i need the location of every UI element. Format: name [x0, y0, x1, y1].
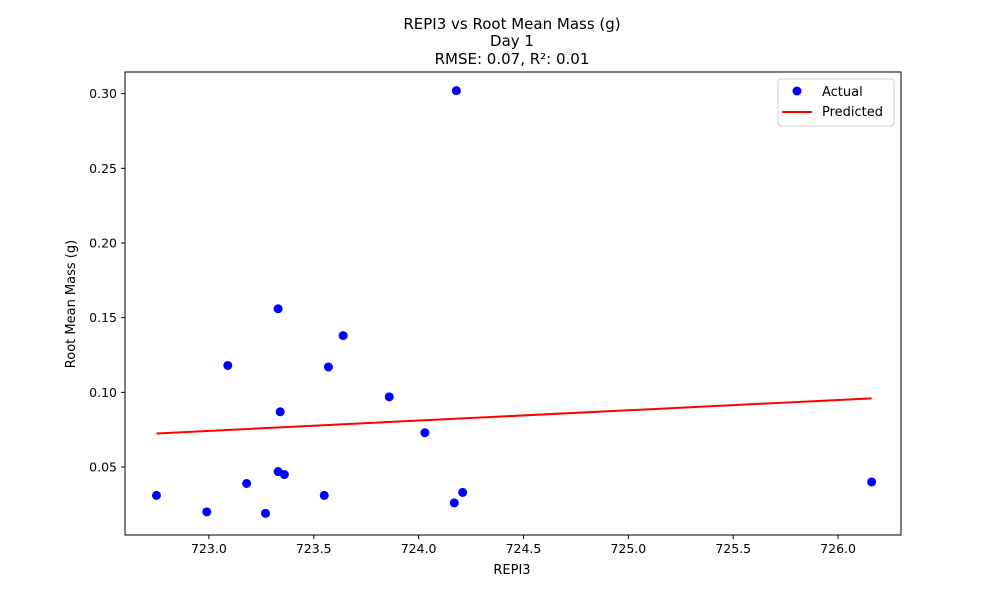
- actual-point: [275, 407, 285, 417]
- x-axis-ticks: 723.0 723.5 724.0 724.5 725.0 725.5 726.0: [191, 535, 856, 556]
- x-tick-label: 724.0: [401, 541, 437, 556]
- chart-title-line-3: RMSE: 0.07, R²: 0.01: [435, 50, 590, 68]
- actual-point: [449, 498, 459, 508]
- actual-point: [384, 392, 394, 402]
- x-tick-label: 726.0: [820, 541, 856, 556]
- y-tick-label: 0.15: [89, 310, 117, 325]
- actual-point: [279, 470, 289, 480]
- actual-point: [867, 477, 877, 487]
- chart-title-line-2: Day 1: [490, 32, 534, 50]
- axes-frame: [124, 71, 902, 536]
- y-tick-label: 0.25: [89, 161, 117, 176]
- actual-point: [242, 478, 252, 488]
- x-tick-label: 725.0: [610, 541, 646, 556]
- legend-marker-actual: [792, 86, 802, 96]
- legend: Actual Predicted: [777, 78, 895, 127]
- actual-point: [338, 331, 348, 341]
- legend-label-predicted: Predicted: [822, 105, 883, 120]
- y-tick-label: 0.20: [89, 236, 117, 251]
- x-tick-label: 724.5: [506, 541, 542, 556]
- actual-point: [458, 487, 468, 497]
- predicted-line: [156, 397, 872, 435]
- series-layer: [151, 86, 877, 518]
- actual-point: [223, 360, 233, 370]
- y-tick-label: 0.10: [89, 385, 117, 400]
- x-axis-label: REPI3: [493, 563, 530, 578]
- x-tick-label: 725.5: [715, 541, 751, 556]
- y-tick-label: 0.30: [89, 86, 117, 101]
- actual-point: [273, 304, 283, 314]
- y-axis-label: Root Mean Mass (g): [64, 240, 79, 368]
- chart-title-line-1: REPI3 vs Root Mean Mass (g): [403, 15, 620, 33]
- x-tick-label: 723.0: [191, 541, 227, 556]
- actual-point: [451, 86, 461, 96]
- y-axis-ticks: 0.05 0.10 0.15 0.20 0.25 0.30: [89, 86, 125, 475]
- x-tick-label: 723.5: [296, 541, 332, 556]
- legend-label-actual: Actual: [822, 85, 863, 100]
- legend-box: [777, 78, 895, 127]
- actual-point: [202, 507, 212, 517]
- actual-point: [151, 490, 161, 500]
- plot-area: 0.05 0.10 0.15 0.20 0.25 0.30 723.0 723.5 724.0…: [89, 71, 902, 556]
- y-tick-label: 0.05: [89, 460, 117, 475]
- actual-point: [323, 362, 333, 372]
- actual-point: [420, 428, 430, 438]
- actual-point: [261, 508, 271, 518]
- actual-point: [319, 490, 329, 500]
